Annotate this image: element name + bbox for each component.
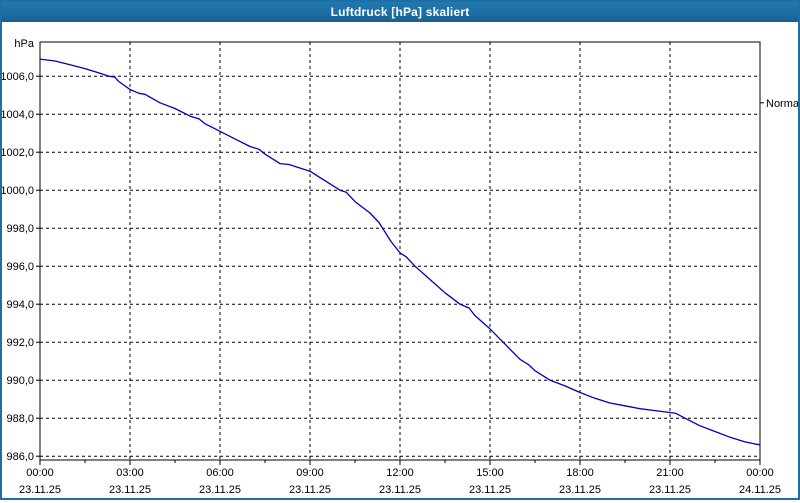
- plot-border: [39, 41, 761, 461]
- y-tick-label: 992,0: [6, 337, 34, 349]
- chart-area: 1006,0 1004,0 1002,0 1000,0 998,0 996,0 994,0 9…: [0, 22, 800, 498]
- pressure-line-series: [39, 58, 761, 446]
- y-tick-label: 1004,0: [2, 109, 34, 121]
- x-tick-time-label: 12:00: [386, 467, 414, 479]
- x-tick-time-label: 00:00: [746, 467, 774, 479]
- x-tick-date-label: 23.11.25: [19, 484, 61, 496]
- y-tick-label: 986,0: [6, 451, 34, 463]
- x-tick-date-label: 23.11.25: [469, 484, 511, 496]
- y-tick-label: 998,0: [6, 223, 34, 235]
- x-tick-date-label: 23.11.25: [649, 484, 691, 496]
- y-axis-unit-label: hPa: [14, 38, 34, 50]
- x-tick-date-label: 23.11.25: [379, 484, 421, 496]
- x-tick-time-label: 21:00: [656, 467, 684, 479]
- x-tick-time-label: 09:00: [296, 467, 324, 479]
- y-tick-label: 1006,0: [2, 71, 34, 83]
- y-tick-label: 1000,0: [2, 185, 34, 197]
- normal-marker-label: Normal: [766, 98, 798, 110]
- y-tick-label: 994,0: [6, 299, 34, 311]
- window-titlebar: Luftdruck [hPa] skaliert: [2, 2, 798, 22]
- y-tick-label: 988,0: [6, 413, 34, 425]
- x-tick-date-label: 23.11.25: [109, 484, 151, 496]
- y-tick-label: 1002,0: [2, 147, 34, 159]
- x-tick-date-label: 23.11.25: [559, 484, 601, 496]
- pressure-chart: 1006,0 1004,0 1002,0 1000,0 998,0 996,0 994,0 9…: [0, 38, 800, 496]
- x-tick-date-label: 23.11.25: [199, 484, 241, 496]
- x-tick-date-label: 24.11.25: [739, 484, 781, 496]
- x-tick-time-label: 18:00: [566, 467, 594, 479]
- x-tick-date-label: 23.11.25: [289, 484, 331, 496]
- x-tick-time-label: 06:00: [206, 467, 234, 479]
- y-tick-label: 990,0: [6, 375, 34, 387]
- window-title: Luftdruck [hPa] skaliert: [330, 5, 470, 19]
- y-tick-label: 996,0: [6, 261, 34, 273]
- x-tick-time-label: 00:00: [26, 467, 54, 479]
- x-tick-time-label: 15:00: [476, 467, 504, 479]
- x-tick-time-label: 03:00: [116, 467, 144, 479]
